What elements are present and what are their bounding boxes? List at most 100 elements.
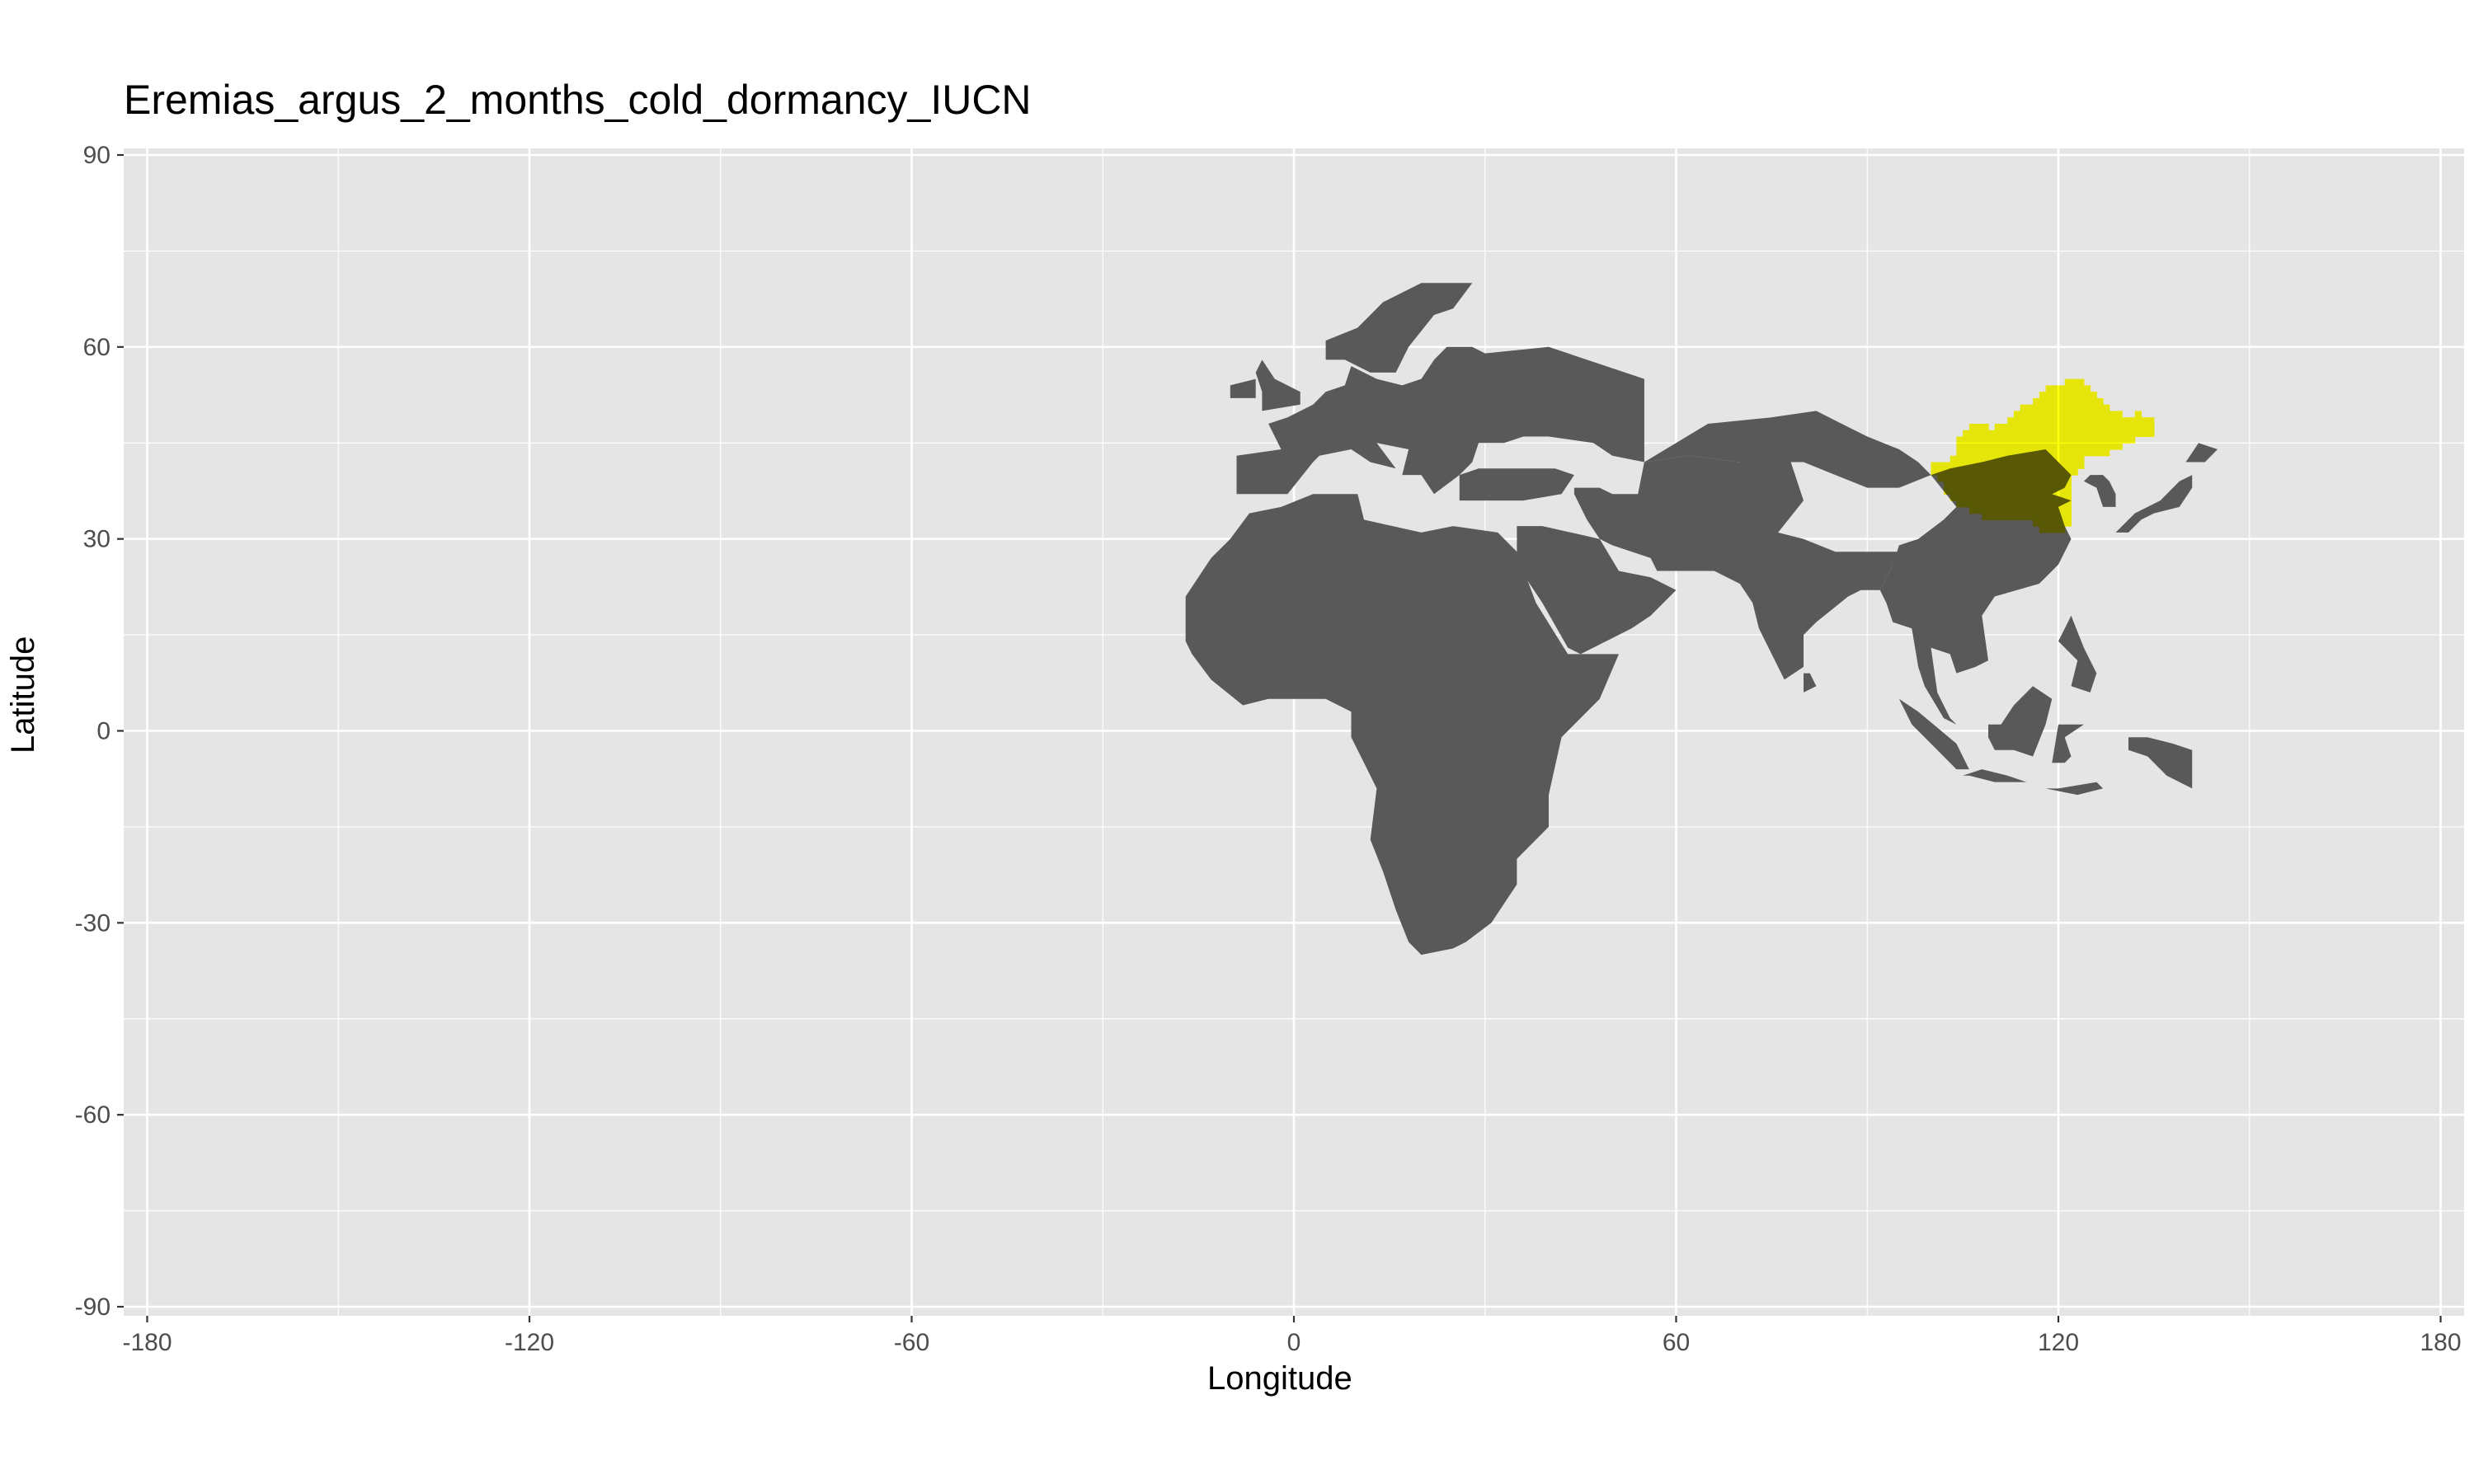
land-polygon [2185, 443, 2218, 463]
range-cell [1956, 494, 1964, 501]
range-cell [1994, 487, 2002, 495]
range-cell [1982, 494, 1989, 501]
range-cell [2109, 443, 2117, 450]
range-cell [2077, 385, 2085, 392]
range-cell [1982, 513, 1989, 520]
range-cell [1988, 506, 1996, 514]
range-cell [2013, 462, 2021, 469]
range-cell [2026, 436, 2034, 444]
range-cell [2058, 436, 2066, 444]
range-cell [2122, 423, 2129, 431]
range-cell [2013, 481, 2021, 489]
range-cell [2033, 455, 2040, 463]
range-cell [2083, 417, 2091, 425]
range-cell [2064, 385, 2072, 392]
range-cell [2033, 481, 2040, 489]
range-cell [2058, 519, 2066, 527]
range-cell [1963, 449, 1970, 457]
range-cell [2077, 378, 2085, 386]
range-cell [2147, 430, 2155, 438]
range-cell [2083, 436, 2091, 444]
range-cell [2013, 411, 2021, 418]
range-cell [1943, 468, 1951, 476]
range-cell [2045, 475, 2053, 482]
range-cell [2058, 513, 2066, 520]
range-cell [2096, 397, 2104, 406]
range-cell [1975, 487, 1982, 495]
range-cell [2071, 397, 2078, 406]
x-tick-label: -180 [122, 1329, 172, 1356]
range-cell [1963, 475, 1970, 482]
range-cell [2045, 487, 2053, 495]
range-cell [2020, 404, 2027, 412]
range-cell [2071, 378, 2078, 386]
range-cell [2039, 519, 2047, 527]
range-cell [2064, 487, 2072, 495]
range-cell [2013, 423, 2021, 431]
range-cell [2001, 468, 2008, 476]
range-cell [2090, 430, 2097, 438]
range-cell [2064, 475, 2072, 482]
range-cell [2109, 430, 2117, 438]
range-cell [1994, 449, 2002, 457]
range-cell [2045, 526, 2053, 533]
y-axis-ticks: -90 -60 -30 0 30 60 90 [75, 142, 124, 1321]
range-cell [1988, 500, 1996, 508]
range-cell [2109, 423, 2117, 431]
range-cell [2096, 404, 2104, 412]
range-cell [1988, 494, 1996, 501]
range-cell [2026, 475, 2034, 482]
range-cell [2001, 494, 2008, 501]
range-cell [1975, 481, 1982, 489]
range-cell [2147, 417, 2155, 425]
range-cell [2064, 436, 2072, 444]
range-cell [2122, 417, 2129, 425]
range-cell [2103, 417, 2110, 425]
range-cell [2128, 417, 2136, 425]
range-cell [2026, 494, 2034, 501]
range-cell [2045, 417, 2053, 425]
range-cell [1982, 449, 1989, 457]
range-cell [2103, 404, 2110, 412]
range-cell [1968, 506, 1977, 514]
range-cell [2020, 475, 2027, 482]
range-cell [1994, 455, 2002, 463]
x-tick-label: 60 [1663, 1329, 1690, 1356]
range-cell [1994, 430, 2002, 438]
range-cell [1982, 443, 1989, 450]
range-cell [1982, 500, 1989, 508]
range-cell [2077, 462, 2085, 469]
range-cell [2033, 468, 2040, 476]
range-cell [2090, 436, 2097, 444]
range-cell [2020, 462, 2027, 469]
range-cell [2001, 475, 2008, 482]
range-cell [2096, 417, 2104, 425]
range-cell [2103, 436, 2110, 444]
range-cell [1931, 468, 1938, 476]
land-polygon [2115, 475, 2193, 533]
range-cell [2039, 423, 2047, 431]
range-cell [2001, 449, 2008, 457]
range-cell [1943, 487, 1951, 495]
range-cell [1975, 436, 1982, 444]
range-cell [2045, 494, 2053, 501]
range-cell [2064, 519, 2072, 527]
range-cell [2001, 455, 2008, 463]
range-cell [1982, 436, 1989, 444]
range-cell [1956, 487, 1964, 495]
range-cell [1994, 468, 2002, 476]
land-polygon [1236, 346, 1644, 495]
y-tick-label: 30 [83, 526, 111, 553]
range-cell [2033, 417, 2040, 425]
range-cell [1975, 430, 1982, 438]
range-cell [2045, 385, 2053, 392]
range-cell [1937, 462, 1945, 469]
range-cell [1956, 449, 1964, 457]
range-cell [1963, 436, 1970, 444]
range-cell [1975, 462, 1982, 469]
range-cell [2007, 462, 2015, 469]
x-tick-label: -60 [894, 1329, 929, 1356]
land-polygon [1230, 378, 1256, 398]
range-cell [2013, 430, 2021, 438]
range-cell [1968, 455, 1977, 463]
